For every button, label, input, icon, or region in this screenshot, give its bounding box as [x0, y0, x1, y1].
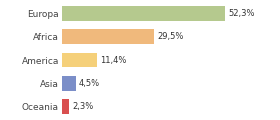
Text: 29,5%: 29,5%	[157, 33, 183, 42]
Bar	[62, 76, 76, 90]
Text: 11,4%: 11,4%	[101, 55, 127, 65]
Text: 4,5%: 4,5%	[79, 79, 100, 88]
Bar	[62, 30, 154, 44]
Bar	[62, 99, 69, 114]
Bar	[62, 6, 225, 21]
Text: 52,3%: 52,3%	[228, 9, 255, 18]
Text: 2,3%: 2,3%	[72, 102, 93, 111]
Bar	[62, 53, 97, 67]
